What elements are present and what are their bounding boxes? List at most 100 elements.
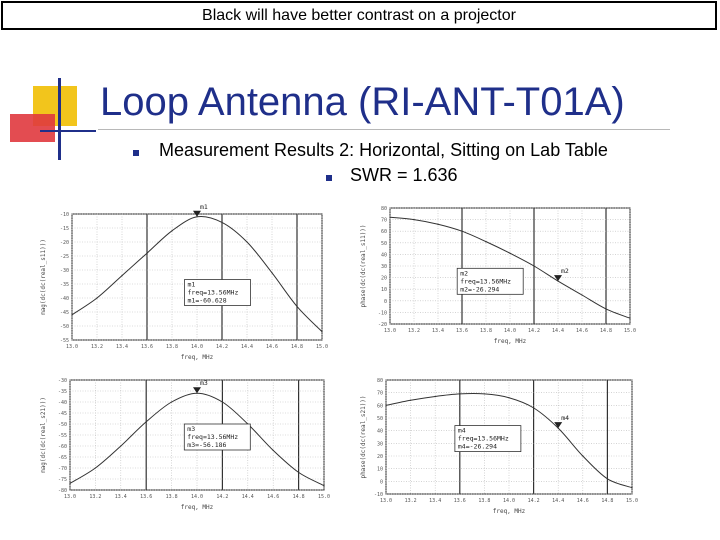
marker-readout-line: m3=-56.186 [187, 441, 226, 449]
data-point [459, 393, 461, 395]
x-tick-label: 14.8 [293, 494, 305, 500]
x-tick-label: 14.4 [241, 344, 253, 350]
marker-readout-line: m2=-26.294 [460, 285, 499, 293]
x-tick-label: 14.8 [291, 344, 303, 350]
y-tick-label: 20 [377, 454, 383, 460]
x-tick-label: 15.0 [316, 344, 328, 350]
y-tick-label: -30 [58, 378, 67, 384]
data-point [271, 272, 273, 274]
plot-s11-phase-svg: 13.0 13.2 13.4 13.6 13.8 14.0 14.2 14.4 14.6 14.8… [360, 206, 636, 345]
x-tick-label: 14.0 [191, 494, 203, 500]
data-point [69, 482, 71, 484]
marker-readout-box [184, 279, 251, 306]
marker-triangle [193, 210, 201, 217]
data-point [221, 401, 223, 403]
data-point [533, 407, 535, 409]
x-tick-label: 14.6 [267, 494, 279, 500]
x-axis-label: freq, MHz [493, 508, 526, 515]
data-point [196, 216, 198, 218]
x-tick-label: 15.0 [318, 494, 330, 500]
x-tick-label: 15.0 [626, 498, 638, 504]
y-tick-label: 70 [377, 391, 383, 397]
slide-title: Loop Antenna (RI-ANT-T01A) [100, 80, 625, 124]
x-tick-label: 14.4 [242, 494, 254, 500]
x-tick-label: 13.2 [89, 494, 101, 500]
x-tick-label: 13.8 [166, 494, 178, 500]
x-tick-label: 13.2 [91, 344, 103, 350]
plot-s21-phase-svg: 13.0 13.2 13.4 13.6 13.8 14.0 14.2 14.4 14.6 14.8… [360, 378, 638, 515]
y-tick-label: 0 [380, 479, 383, 485]
marker-readout-line: m3 [187, 425, 195, 433]
x-axis-label: freq, MHz [181, 354, 214, 361]
marker-triangle [193, 387, 201, 394]
y-tick-label: 70 [381, 218, 387, 224]
marker-name: m1 [200, 203, 208, 211]
y-tick-label: 60 [381, 229, 387, 235]
y-tick-label: -50 [58, 422, 67, 428]
deco-vertical-line [58, 78, 61, 160]
x-tick-label: 13.2 [408, 328, 420, 334]
x-tick-label: 13.4 [429, 498, 441, 504]
y-tick-label: 30 [381, 264, 387, 270]
y-tick-label: -45 [60, 310, 69, 316]
y-tick-label: -25 [60, 254, 69, 260]
marker-name: m4 [561, 414, 569, 422]
x-tick-label: 13.6 [141, 344, 153, 350]
y-tick-label: -55 [58, 433, 67, 439]
data-point [605, 308, 607, 310]
y-axis-label: mag(dc(dc(real_s11))) [40, 239, 47, 315]
data-point [272, 449, 274, 451]
data-point [96, 297, 98, 299]
y-tick-label: 60 [377, 403, 383, 409]
marker-triangle [554, 422, 563, 429]
data-point [146, 252, 148, 254]
x-tick-label: 13.8 [166, 344, 178, 350]
marker-triangle [554, 275, 562, 282]
y-tick-label: 20 [381, 276, 387, 282]
y-tick-label: 10 [381, 287, 387, 293]
x-tick-label: 13.6 [456, 328, 468, 334]
data-point [461, 230, 463, 232]
y-tick-label: -55 [60, 338, 69, 344]
y-tick-label: -10 [60, 212, 69, 218]
marker-readout-line: freq=13.56MHz [188, 289, 239, 297]
marker-readout-box [183, 423, 251, 451]
y-tick-label: 80 [377, 378, 383, 384]
y-tick-label: -40 [60, 296, 69, 302]
y-tick-label: -30 [60, 268, 69, 274]
x-tick-label: 14.6 [266, 344, 278, 350]
data-point [485, 241, 487, 243]
data-point [323, 485, 325, 487]
deco-red-square [10, 114, 55, 142]
y-tick-label: -35 [58, 389, 67, 395]
marker-readout-box [456, 267, 524, 295]
data-point [171, 401, 173, 403]
marker-readout-line: m1 [188, 281, 196, 289]
data-point [94, 467, 96, 469]
x-tick-label: 14.0 [503, 498, 515, 504]
y-tick-label: -20 [60, 240, 69, 246]
marker-readout-line: m4 [458, 427, 466, 435]
data-point [629, 317, 631, 319]
data-point [196, 392, 198, 394]
y-tick-label: -10 [378, 310, 387, 316]
x-tick-label: 14.0 [191, 344, 203, 350]
marker-readout-line: m4=-26.294 [458, 443, 497, 451]
data-point [434, 395, 436, 398]
x-tick-label: 14.0 [504, 328, 516, 334]
x-tick-label: 13.0 [380, 498, 392, 504]
data-point [120, 445, 122, 447]
y-tick-label: -65 [58, 455, 67, 461]
marker-readout-line: m2 [460, 269, 468, 277]
data-point [483, 393, 485, 395]
marker-name: m3 [200, 379, 208, 387]
deco-horizontal-line [40, 130, 96, 132]
y-tick-label: -20 [378, 322, 387, 328]
x-tick-label: 14.6 [576, 328, 588, 334]
data-point [121, 275, 123, 277]
data-point [389, 216, 391, 218]
data-point [508, 397, 510, 399]
plot-s21-mag: 13.0 13.2 13.4 13.6 13.8 14.0 14.2 14.4 14.6 14.8… [36, 366, 336, 526]
y-tick-label: -10 [374, 492, 383, 498]
data-point [413, 219, 415, 221]
